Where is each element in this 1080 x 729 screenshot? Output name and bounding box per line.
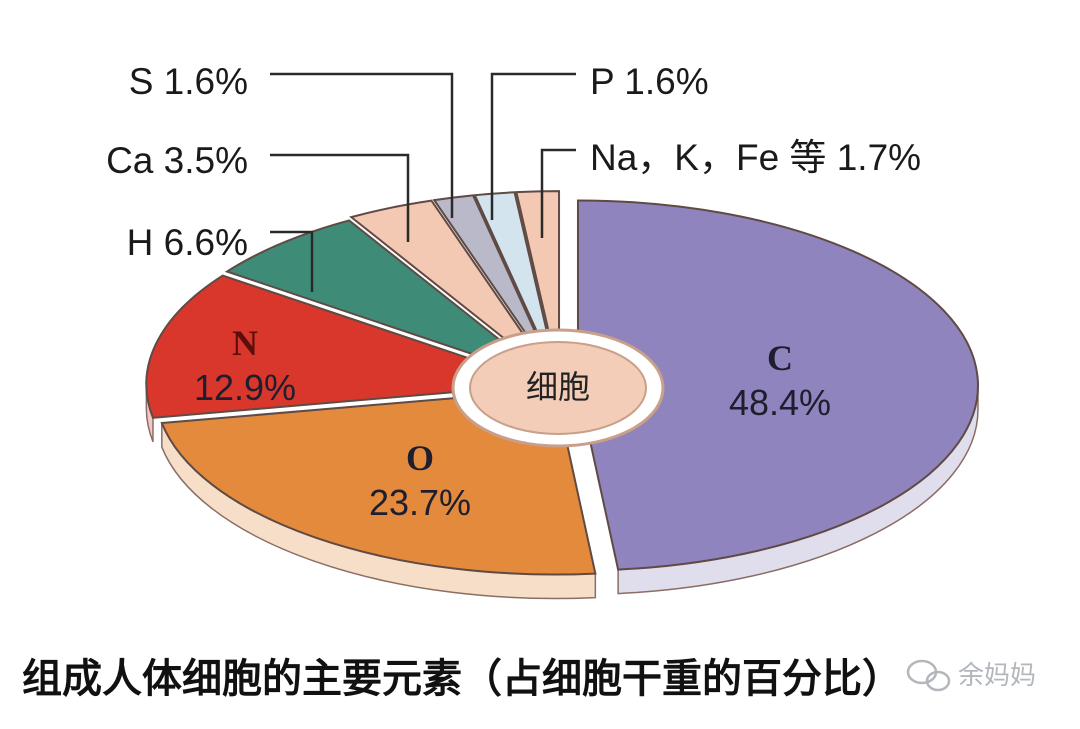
- slice-h: [224, 219, 552, 382]
- slice-label-na-k-fe: Na，K，Fe 等 1.7%: [590, 137, 921, 178]
- slice-value-c: 48.4%: [729, 382, 831, 423]
- watermark: 余妈妈: [906, 659, 1036, 692]
- leader-line-p: [490, 72, 576, 220]
- slice-value-o: 23.7%: [369, 482, 471, 523]
- center-label: 细胞: [526, 368, 590, 406]
- slice-value-n: 12.9%: [194, 367, 296, 408]
- slice-n: [145, 274, 547, 419]
- slice-symbol-n: N: [232, 323, 258, 363]
- slice-label-h: H 6.6%: [127, 222, 248, 263]
- leader-line-ca: [270, 153, 410, 242]
- slice-label-s: S 1.6%: [129, 61, 248, 102]
- leader-line-na-k-fe: [540, 148, 576, 238]
- leader-lines: [270, 72, 576, 292]
- watermark-text: 余妈妈: [958, 661, 1036, 691]
- slice-label-ca: Ca 3.5%: [106, 140, 248, 181]
- slice-s: [432, 194, 557, 377]
- leader-line-h: [270, 230, 314, 292]
- slice-ca: [349, 199, 554, 378]
- slice-symbol-c: C: [767, 338, 793, 378]
- chart-caption: 组成人体细胞的主要元素（占细胞干重的百分比）: [22, 656, 902, 702]
- slice-labels: C48.4% O23.7% N12.9% H 6.6% Ca 3.5% S 1.6% P 1…: [106, 61, 921, 523]
- leader-line-s: [270, 72, 454, 218]
- slice-c: [576, 199, 979, 571]
- wechat-icon: [906, 659, 951, 692]
- pie-slices: [145, 190, 979, 576]
- center-hub: 细胞: [451, 328, 665, 448]
- hub-inner: [469, 341, 647, 435]
- slice-o: [160, 388, 597, 576]
- slice-symbol-o: O: [406, 438, 434, 478]
- slice-label-p: P 1.6%: [590, 61, 709, 102]
